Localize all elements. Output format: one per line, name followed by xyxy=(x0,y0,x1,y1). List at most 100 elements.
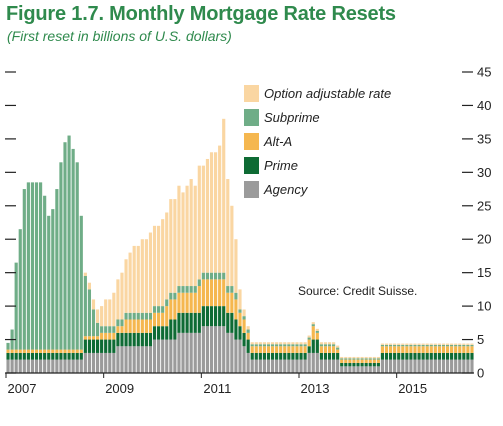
bar-segment-prime xyxy=(112,339,116,353)
bar-segment-subprime xyxy=(83,276,87,337)
bar-segment-option-adjustable-rate xyxy=(437,343,441,345)
bar-segment-subprime xyxy=(193,286,197,293)
bar-segment-prime xyxy=(124,332,128,347)
bar-segment-option-adjustable-rate xyxy=(214,152,218,273)
bars-layer xyxy=(6,118,474,373)
bar-segment-alt-a xyxy=(352,359,356,363)
bar-segment-option-adjustable-rate xyxy=(242,309,246,317)
bar-segment-prime xyxy=(173,319,177,340)
bar-segment-agency xyxy=(104,352,108,373)
legend-swatch xyxy=(244,181,259,198)
bar-segment-prime xyxy=(332,352,336,360)
bar-segment-option-adjustable-rate xyxy=(295,342,299,345)
bar-segment-subprime xyxy=(421,344,425,347)
bar-segment-alt-a xyxy=(332,346,336,353)
y-tick-label: 20 xyxy=(477,232,491,247)
bar-segment-subprime xyxy=(287,344,291,347)
bar-segment-subprime xyxy=(340,358,344,360)
bar-segment-alt-a xyxy=(100,332,104,340)
bar-segment-alt-a xyxy=(466,346,470,353)
legend-label: Prime xyxy=(264,158,298,173)
legend: Option adjustable rate Subprime Alt-A Prime… xyxy=(244,85,391,198)
bar-segment-prime xyxy=(470,352,474,360)
bar-segment-option-adjustable-rate xyxy=(462,343,466,345)
bar-segment-option-adjustable-rate xyxy=(169,199,173,293)
bar-segment-subprime xyxy=(319,344,323,347)
bar-segment-prime xyxy=(425,352,429,360)
bar-segment-subprime xyxy=(185,286,189,293)
bar-segment-alt-a xyxy=(67,349,71,353)
bar-segment-prime xyxy=(270,352,275,360)
x-tick-label: 2011 xyxy=(203,381,231,396)
bar-segment-prime xyxy=(47,352,51,360)
bar-segment-prime xyxy=(230,312,234,333)
bar-segment-subprime xyxy=(26,182,30,350)
bar-segment-agency xyxy=(189,332,193,373)
bar-segment-subprime xyxy=(279,344,283,347)
bar-segment-alt-a xyxy=(287,346,291,353)
bar-segment-option-adjustable-rate xyxy=(120,272,124,320)
bar-segment-prime xyxy=(165,326,169,340)
bar-segment-agency xyxy=(397,359,401,373)
bar-segment-subprime xyxy=(450,344,454,347)
bar-segment-prime xyxy=(152,326,157,340)
bar-segment-alt-a xyxy=(441,346,446,353)
bar-segment-alt-a xyxy=(384,346,389,353)
bar-segment-agency xyxy=(152,339,157,373)
bar-segment-agency xyxy=(291,359,295,373)
bar-segment-prime xyxy=(466,352,470,360)
bar-segment-alt-a xyxy=(421,346,425,353)
bar-segment-option-adjustable-rate xyxy=(222,118,226,273)
bar-segment-prime xyxy=(299,352,303,360)
bar-segment-option-adjustable-rate xyxy=(148,232,153,313)
legend-swatch xyxy=(244,85,259,102)
bar-segment-agency xyxy=(91,352,96,373)
bar-segment-subprime xyxy=(323,344,328,347)
bar-segment-agency xyxy=(30,359,35,373)
bar-segment-agency xyxy=(307,352,311,373)
bar-segment-prime xyxy=(148,332,153,347)
bar-segment-alt-a xyxy=(433,346,437,353)
bar-segment-alt-a xyxy=(193,292,197,313)
bar-segment-agency xyxy=(450,359,454,373)
bar-segment-prime xyxy=(43,352,47,360)
bar-segment-prime xyxy=(336,352,340,360)
bar-segment-alt-a xyxy=(376,359,380,363)
bar-segment-option-adjustable-rate xyxy=(157,225,161,307)
bar-segment-subprime xyxy=(177,286,181,293)
bar-segment-option-adjustable-rate xyxy=(360,356,364,359)
bar-segment-prime xyxy=(311,339,315,353)
bar-segment-agency xyxy=(470,359,474,373)
bar-segment-subprime xyxy=(413,344,417,347)
bar-segment-option-adjustable-rate xyxy=(364,356,368,359)
bar-segment-agency xyxy=(315,352,319,373)
bar-segment-option-adjustable-rate xyxy=(193,185,197,287)
bar-segment-prime xyxy=(39,352,43,360)
bar-segment-option-adjustable-rate xyxy=(266,342,271,345)
bar-segment-subprime xyxy=(470,344,474,347)
bar-segment-alt-a xyxy=(132,319,136,333)
bar-segment-prime xyxy=(421,352,425,360)
bar-segment-alt-a xyxy=(201,279,205,307)
bar-segment-agency xyxy=(360,366,364,373)
bar-segment-alt-a xyxy=(458,346,462,353)
bar-segment-agency xyxy=(71,359,75,373)
bar-segment-alt-a xyxy=(454,346,458,353)
bar-segment-agency xyxy=(47,359,51,373)
bar-segment-option-adjustable-rate xyxy=(287,342,291,345)
bar-segment-agency xyxy=(108,352,112,373)
bar-segment-prime xyxy=(67,352,71,360)
legend-label: Option adjustable rate xyxy=(264,86,391,101)
bar-segment-alt-a xyxy=(79,349,83,353)
bar-segment-prime xyxy=(295,352,299,360)
bar-segment-alt-a xyxy=(22,349,26,353)
bar-segment-subprime xyxy=(173,292,177,300)
bar-segment-option-adjustable-rate xyxy=(336,345,340,348)
bar-segment-subprime xyxy=(67,135,71,350)
bar-segment-alt-a xyxy=(315,332,319,340)
bar-segment-alt-a xyxy=(344,359,348,363)
bar-segment-agency xyxy=(279,359,283,373)
bar-segment-agency xyxy=(39,359,43,373)
bar-segment-subprime xyxy=(132,312,136,320)
bar-segment-option-adjustable-rate xyxy=(254,342,258,345)
